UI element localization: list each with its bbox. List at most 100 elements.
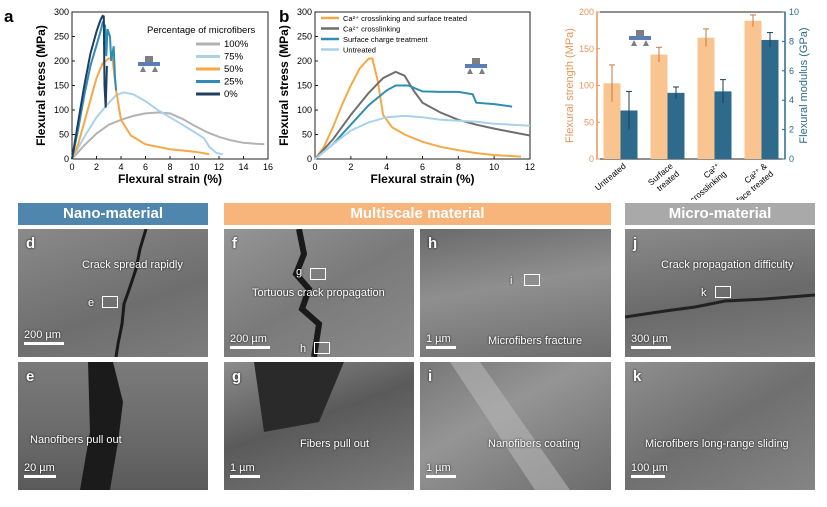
inset-box-label: i — [510, 275, 513, 287]
y-tick-label-right: 4 — [789, 95, 794, 105]
x-tick-label: 4 — [384, 162, 389, 172]
sem-image-f: f g Tortuous crack propagation h 200 µm — [224, 229, 414, 357]
inset-box — [102, 296, 118, 308]
y-tick-label: 0 — [307, 154, 312, 164]
fiber-texture — [450, 362, 570, 490]
bar-strength-2 — [697, 37, 715, 159]
inset-box-label: k — [701, 287, 707, 299]
inset-box — [310, 268, 326, 280]
y-tick-label: 250 — [297, 32, 312, 42]
legend-title: Percentage of microfibers — [147, 25, 255, 36]
scale-bar: 200 µm — [230, 333, 270, 349]
bending-icon-support — [631, 40, 637, 46]
sem-caption: Crack spread rapidly — [82, 259, 183, 271]
scale-bar-label: 200 µm — [230, 333, 267, 345]
y-tick-label: 100 — [54, 105, 69, 115]
chart-a-stress-strain: a 0 2 4 6 8 10 12 14 16 0 50 100 150 200 250 300 Flexural… — [4, 7, 273, 186]
legend-label-100%: 100% — [224, 39, 249, 50]
x-tick-label-2: Ca²⁺crosslinking — [681, 161, 728, 200]
y-tick-label-left: 0 — [589, 154, 594, 164]
x-tick-label: 8 — [167, 162, 172, 172]
x-tick-label: 0 — [69, 162, 74, 172]
y-tick-label: 200 — [54, 56, 69, 66]
sem-image-d: d Crack spread rapidly e 200 µm — [18, 229, 208, 357]
bar-strength-1 — [650, 54, 668, 159]
sem-letter: e — [26, 368, 35, 385]
sem-caption: Nanofibers pull out — [30, 434, 122, 446]
bending-icon-support — [152, 66, 158, 72]
legend-label-Ca²⁺ crosslinking and surface treated: Ca²⁺ crosslinking and surface treated — [343, 14, 467, 23]
banner-multiscale-material: Multiscale material — [224, 203, 611, 225]
inset-box — [314, 342, 330, 354]
bar-strength-3 — [744, 20, 762, 159]
y-tick-label-right: 8 — [789, 36, 794, 46]
legend-label-Surface charge treatment: Surface charge treatment — [343, 35, 429, 44]
x-tick-label: 0 — [312, 162, 317, 172]
sem-letter: j — [633, 235, 638, 252]
y-tick-label-left: 150 — [579, 44, 594, 54]
scale-bar-label: 1 µm — [426, 333, 451, 345]
bending-icon-load — [636, 30, 644, 36]
y-tick-label: 50 — [302, 130, 312, 140]
x-tick-label: 16 — [263, 162, 273, 172]
bending-icon-load — [472, 58, 480, 64]
y-tick-label-right: 2 — [789, 125, 794, 135]
series-line-25% — [71, 20, 118, 160]
bending-icon-support — [140, 66, 146, 72]
inset-box — [715, 286, 731, 298]
y-axis-label: Flexural stress (MPa) — [34, 25, 48, 146]
scale-bar: 1 µm — [426, 462, 456, 478]
series-line-Ca²⁺ crosslinking — [314, 70, 531, 160]
sem-caption: Nanofibers coating — [488, 438, 580, 450]
scale-bar: 20 µm — [24, 462, 56, 478]
bending-icon-load — [145, 56, 153, 62]
x-tick-label-line: Untreated — [593, 161, 628, 193]
bending-icon-support — [643, 40, 649, 46]
bending-icon-support — [467, 68, 473, 74]
crack-texture — [114, 229, 148, 357]
bending-icon-support — [479, 68, 485, 74]
sem-caption: Crack propagation difficulty — [661, 259, 794, 271]
bending-icon-beam — [465, 64, 487, 68]
x-tick-label-3: Ca²⁺ &surface treated — [719, 161, 776, 200]
scale-bar: 100 µm — [631, 462, 668, 478]
y-tick-label-right: 10 — [789, 7, 799, 17]
y-tick-label: 150 — [54, 81, 69, 91]
y-tick-label: 300 — [54, 7, 69, 17]
y-axis-label-left: Flexural strength (MPa) — [564, 28, 576, 143]
banner-nano-material: Nano-material — [18, 203, 208, 225]
sem-letter: i — [428, 368, 433, 385]
bar-modulus-2 — [714, 91, 732, 159]
x-tick-label: 12 — [214, 162, 224, 172]
crack-texture — [80, 362, 123, 490]
sem-image-h: h i Microfibers fracture 1 µm — [420, 229, 611, 357]
sem-letter: f — [232, 235, 237, 252]
x-tick-label: 10 — [189, 162, 199, 172]
sem-letter: g — [232, 368, 242, 385]
series-line-75% — [71, 91, 223, 160]
sem-image-j: j Crack propagation difficulty k 300 µm — [625, 229, 815, 357]
x-tick-label: 8 — [456, 162, 461, 172]
scale-bar-label: 100 µm — [631, 462, 668, 474]
panel-letter: b — [279, 7, 289, 26]
x-tick-label: 6 — [420, 162, 425, 172]
series-line-50% — [71, 57, 210, 160]
x-tick-label-0: Untreated — [593, 161, 628, 193]
y-tick-label: 300 — [297, 7, 312, 17]
sem-caption: Microfibers fracture — [488, 335, 583, 347]
chart-c-bar-strength-modulus: c0501001502000246810Flexural strength (M… — [564, 7, 810, 200]
x-tick-label: 10 — [489, 162, 499, 172]
y-tick-label-left: 100 — [579, 81, 594, 91]
y-tick-label: 50 — [59, 130, 69, 140]
legend-label-0%: 0% — [224, 89, 238, 100]
series-line-Untreated — [314, 114, 531, 160]
y-tick-label-right: 6 — [789, 66, 794, 76]
sem-letter: k — [633, 368, 642, 385]
x-tick-label: 6 — [143, 162, 148, 172]
crack-texture — [254, 362, 344, 432]
scale-bar-label: 20 µm — [24, 462, 55, 474]
inset-box-label: h — [300, 343, 307, 355]
scale-bar-label: 1 µm — [230, 462, 255, 474]
bar-modulus-1 — [667, 92, 685, 159]
legend-label-75%: 75% — [224, 52, 244, 63]
